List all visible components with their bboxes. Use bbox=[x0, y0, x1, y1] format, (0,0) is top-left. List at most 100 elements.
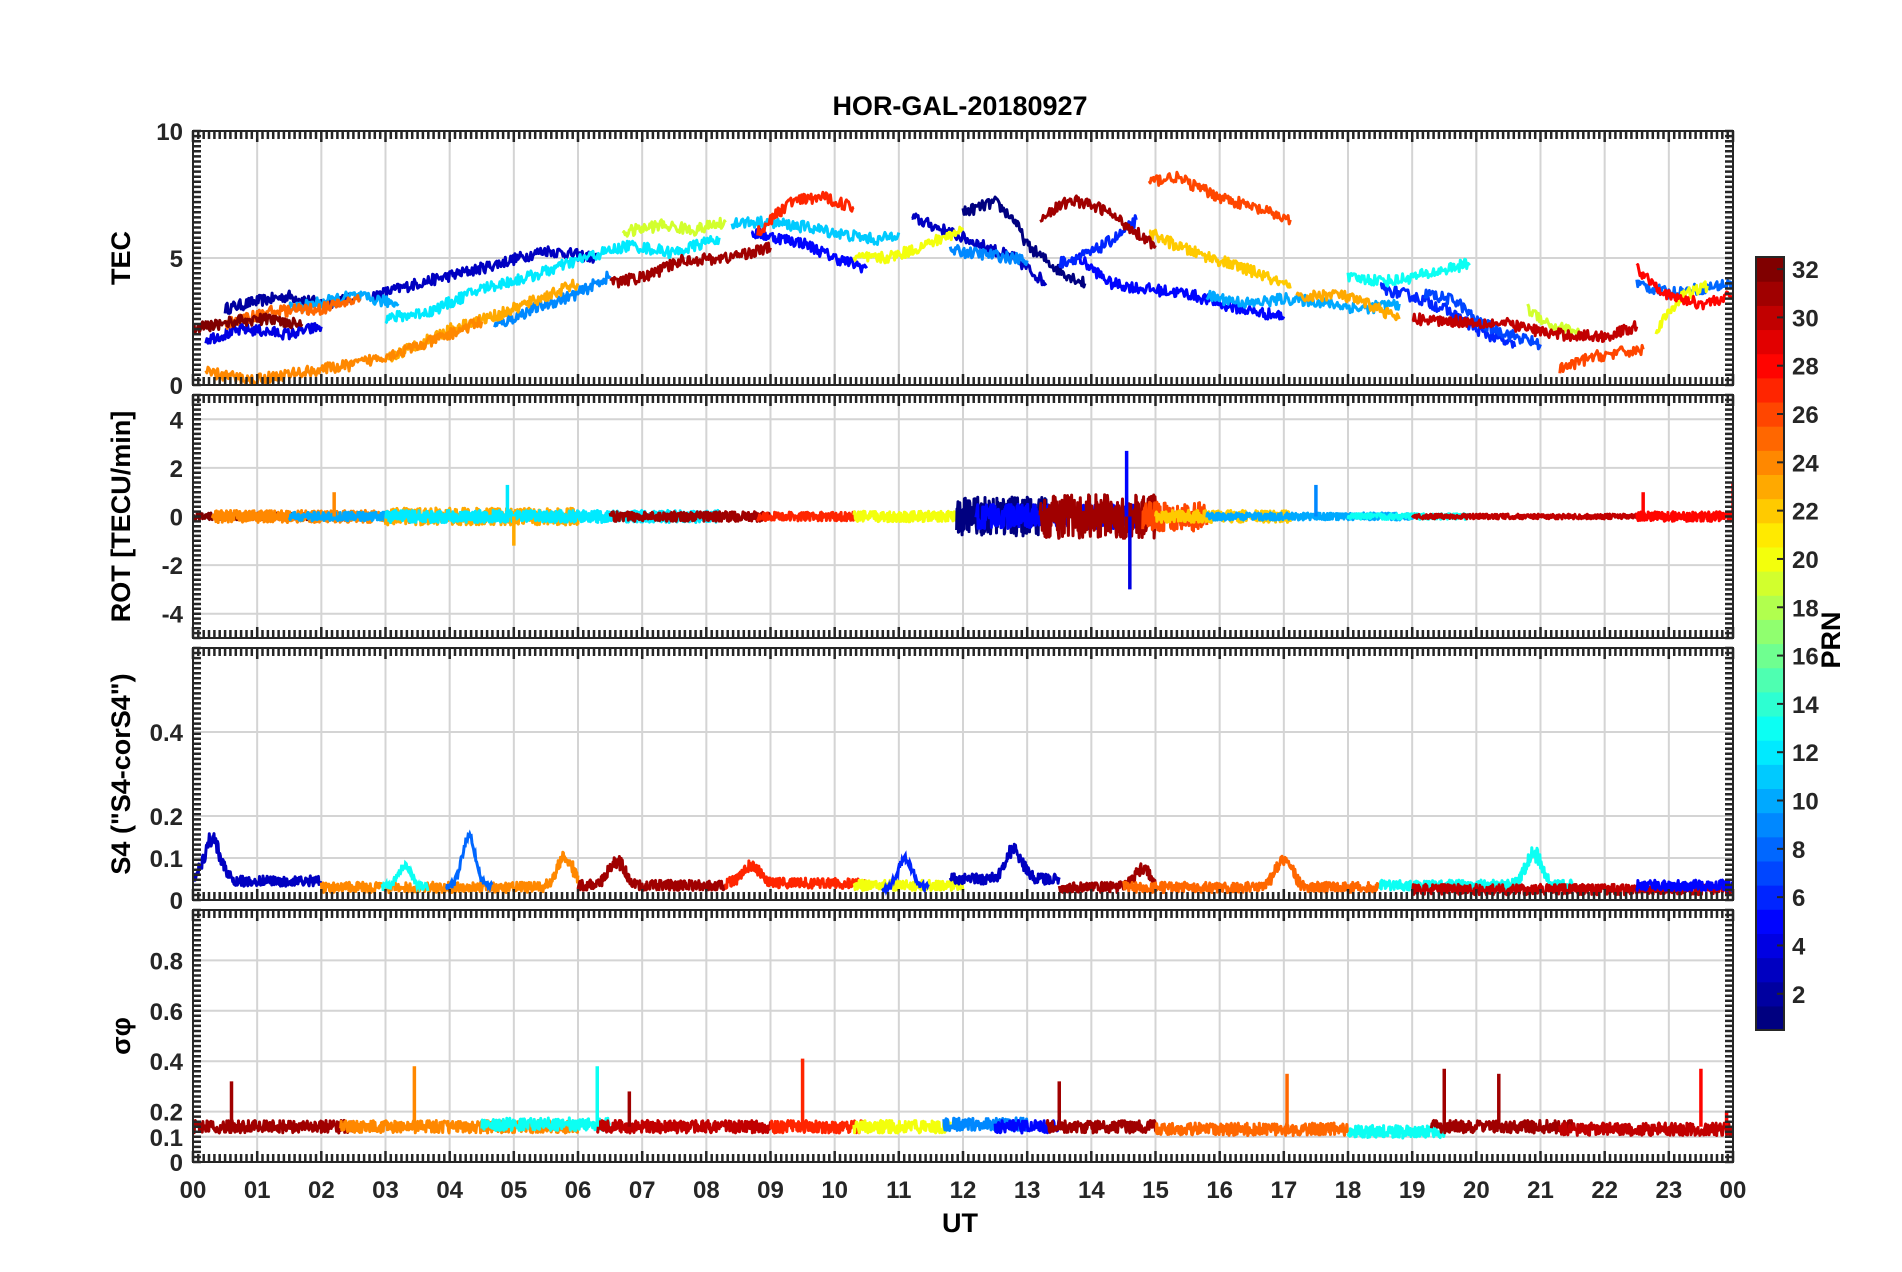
series-prn-3 bbox=[371, 245, 599, 303]
series-prn-20 bbox=[852, 225, 965, 265]
x-tick-label: 15 bbox=[1142, 1177, 1169, 1204]
x-tick-label: 18 bbox=[1335, 1177, 1362, 1204]
y-tick-label: 0 bbox=[170, 373, 183, 400]
series-prn-26 bbox=[1141, 500, 1209, 533]
y-tick-label: 0.4 bbox=[150, 1049, 184, 1076]
colorbar-tick-label: 16 bbox=[1792, 644, 1819, 671]
series-prn-22 bbox=[1148, 228, 1292, 289]
x-tick-label: 23 bbox=[1655, 1177, 1682, 1204]
colorbar-cell bbox=[1756, 522, 1784, 548]
y-tick-label: 0.2 bbox=[150, 804, 183, 831]
series-prn-31 bbox=[576, 855, 727, 892]
x-tick-label: 19 bbox=[1399, 1177, 1426, 1204]
series-prn-5 bbox=[1635, 878, 1733, 892]
x-tick-label: 09 bbox=[757, 1177, 784, 1204]
x-tick-label: 07 bbox=[629, 1177, 656, 1204]
data-layer bbox=[193, 170, 1733, 385]
series-prn-31 bbox=[609, 241, 772, 289]
data-layer bbox=[193, 1058, 1733, 1140]
colorbar-tick-label: 4 bbox=[1792, 933, 1806, 960]
colorbar-tick-label: 12 bbox=[1792, 740, 1819, 767]
series-prn-13 bbox=[1346, 1124, 1446, 1140]
colorbar-cell bbox=[1756, 715, 1784, 741]
colorbar-cell bbox=[1756, 619, 1784, 645]
colorbar-tick-label: 28 bbox=[1792, 354, 1819, 381]
y-tick-label: 10 bbox=[156, 119, 183, 146]
minor-ticks bbox=[191, 646, 1735, 902]
panel-2: -4 -2 0 2 4 ROT [TECU/min] bbox=[106, 393, 1735, 640]
series-prn-25 bbox=[1122, 854, 1382, 895]
y-tick-label: 0.2 bbox=[150, 1100, 183, 1127]
x-tick-label: 12 bbox=[950, 1177, 977, 1204]
y-axis-label: σφ bbox=[106, 1017, 136, 1055]
colorbar-cell bbox=[1756, 571, 1784, 596]
colorbar-cell bbox=[1756, 377, 1784, 403]
panel-1: 0 5 10 TEC bbox=[106, 119, 1735, 400]
x-tick-label: 04 bbox=[436, 1177, 463, 1204]
y-axis-label: ROT [TECU/min] bbox=[106, 411, 136, 622]
series-prn-1 bbox=[961, 195, 1087, 289]
y-tick-label: 0.4 bbox=[150, 720, 184, 747]
series-prn-28 bbox=[1635, 263, 1733, 311]
series-prn-10 bbox=[287, 510, 400, 523]
x-tick-label: 02 bbox=[308, 1177, 335, 1204]
colorbar-cell bbox=[1756, 1005, 1784, 1031]
x-axis-label: UT bbox=[942, 1208, 978, 1238]
colorbar-cell bbox=[1756, 812, 1784, 838]
colorbar-cell bbox=[1756, 281, 1784, 306]
chart-title: HOR-GAL-20180927 bbox=[832, 91, 1087, 121]
x-tick-label: 06 bbox=[565, 1177, 592, 1204]
series-prn-13 bbox=[1346, 257, 1471, 288]
series-prn-32 bbox=[193, 312, 304, 335]
x-tick-label: 10 bbox=[821, 1177, 848, 1204]
bump-prn-13 bbox=[380, 859, 430, 894]
series-prn-19 bbox=[621, 216, 727, 238]
series-prn-3 bbox=[193, 832, 323, 888]
y-tick-label: 2 bbox=[170, 456, 183, 483]
colorbar-cell bbox=[1756, 909, 1784, 934]
data-layer bbox=[193, 829, 1733, 897]
series-prn-26 bbox=[1558, 343, 1645, 374]
series-prn-25 bbox=[1154, 1121, 1350, 1137]
series-prn-5 bbox=[750, 227, 869, 274]
panel-4: 00.10.2 0.4 0.6 0.8 σφ bbox=[106, 908, 1735, 1177]
series-prn-3 bbox=[948, 842, 1061, 886]
x-tick-label: 13 bbox=[1014, 1177, 1041, 1204]
series-prn-28 bbox=[1635, 510, 1733, 523]
minor-ticks bbox=[191, 129, 1735, 387]
series-prn-31 bbox=[1039, 194, 1157, 250]
data-layer bbox=[193, 450, 1733, 590]
series-prn-24 bbox=[204, 316, 484, 385]
bump-prn-8 bbox=[445, 829, 494, 894]
series-prn-27 bbox=[724, 859, 868, 890]
y-tick-label: 0.1 bbox=[150, 1125, 183, 1152]
x-tick-label: 21 bbox=[1527, 1177, 1554, 1204]
x-tick-label: 16 bbox=[1206, 1177, 1233, 1204]
colorbar-label: PRN bbox=[1816, 611, 1846, 668]
y-tick-label: -4 bbox=[162, 602, 184, 629]
series-prn-20 bbox=[852, 1119, 952, 1135]
colorbar-tick-label: 24 bbox=[1792, 450, 1819, 477]
colorbar-tick-label: 14 bbox=[1792, 692, 1819, 719]
colorbar-tick-label: 30 bbox=[1792, 305, 1819, 332]
minor-ticks bbox=[191, 908, 1735, 1164]
x-tick-label: 05 bbox=[500, 1177, 527, 1204]
series-prn-19 bbox=[1526, 303, 1581, 337]
colorbar-tick-label: 32 bbox=[1792, 257, 1819, 284]
series-prn-5 bbox=[1077, 252, 1286, 321]
y-tick-label: 0 bbox=[170, 505, 183, 532]
series-prn-30 bbox=[1558, 1121, 1733, 1137]
series-prn-12 bbox=[384, 235, 721, 325]
series-prn-31 bbox=[608, 510, 772, 523]
x-tick-label: 03 bbox=[372, 1177, 399, 1204]
colorbar-tick-label: 18 bbox=[1792, 595, 1819, 622]
colorbar-cell bbox=[1756, 667, 1784, 693]
series-prn-23 bbox=[385, 278, 580, 363]
x-tick-label: 22 bbox=[1591, 1177, 1618, 1204]
series-prn-31 bbox=[193, 1118, 355, 1135]
y-tick-label: 0 bbox=[170, 888, 183, 915]
series-prn-9 bbox=[948, 244, 1029, 266]
series-prn-30 bbox=[1410, 512, 1639, 521]
